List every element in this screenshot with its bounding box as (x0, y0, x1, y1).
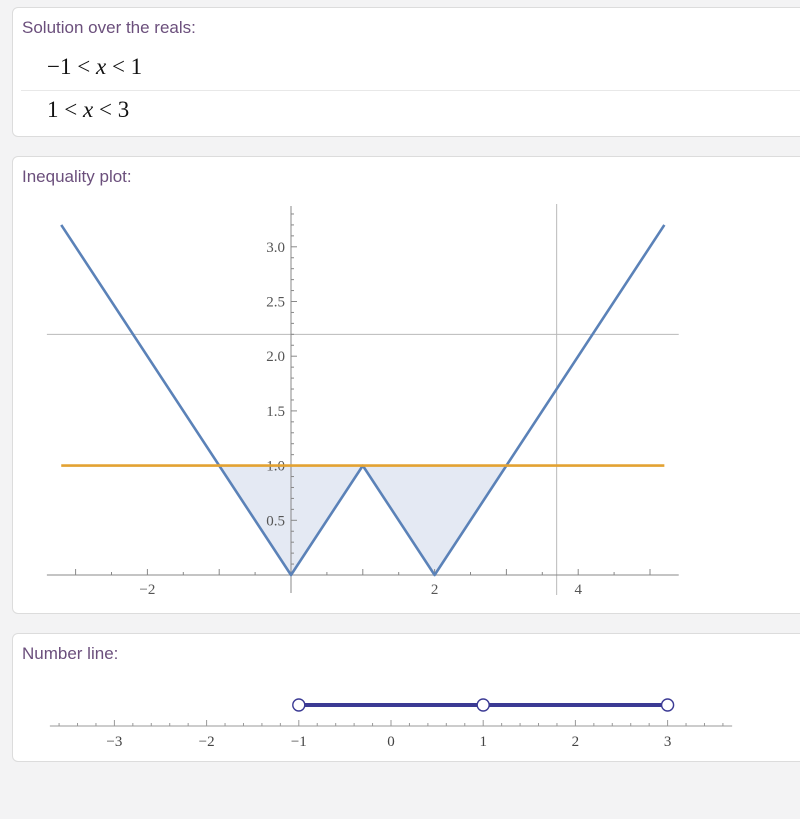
inequality-plot-pod: Inequality plot: −2 2 4 0.5 1.0 1.5 2.0 2.5 3.0 (12, 156, 800, 614)
solution-row-2-left: 1 (47, 97, 59, 122)
solution-row-1-lt2: < (111, 54, 125, 79)
number-line-tick-label: −1 (291, 734, 307, 750)
y-tick-label: 0.5 (266, 513, 285, 529)
y-tick-label: 2.5 (266, 295, 285, 311)
number-line-pod: Number line: −3 −2 −1 0 1 2 3 (12, 633, 800, 762)
solution-row-2-lt2: < (98, 97, 112, 122)
solution-row-1-var: x (95, 54, 107, 79)
inequality-plot-title: Inequality plot: (22, 167, 132, 186)
y-tick-label: 2.0 (266, 349, 285, 365)
shaded-region-2 (362, 465, 507, 575)
solution-row-2-right: 3 (117, 97, 130, 122)
open-endpoint (476, 698, 490, 712)
solution-row-2-lt1: < (64, 97, 78, 122)
x-tick-label: 2 (431, 582, 439, 598)
solution-pod: Solution over the reals: −1 < x < 1 1 < … (12, 7, 800, 137)
solution-row-1-lt1: < (77, 54, 91, 79)
solution-title: Solution over the reals: (22, 18, 196, 37)
number-line-tick-label: −2 (199, 734, 215, 750)
solution-row-1-left: −1 (47, 54, 72, 79)
open-endpoint (660, 698, 675, 712)
number-line-tick-label: 3 (664, 734, 672, 750)
number-line-chart: −3 −2 −1 0 1 2 3 (49, 698, 733, 750)
number-line-tick-label: −3 (106, 734, 122, 750)
y-tick-label: 3.0 (266, 240, 285, 256)
abs-function-line (60, 224, 666, 577)
number-line-tick-label: 0 (387, 734, 395, 750)
solution-row-2-var: x (82, 97, 94, 122)
x-tick-label: −2 (139, 582, 155, 598)
number-line-title: Number line: (22, 644, 119, 663)
solution-row-1: −1 < x < 1 (47, 54, 142, 80)
solution-row-separator (21, 90, 800, 91)
solution-row-1-right: 1 (130, 54, 143, 79)
open-endpoint (292, 698, 306, 712)
number-line-tick-label: 2 (572, 734, 580, 750)
solution-row-2: 1 < x < 3 (47, 97, 129, 123)
number-line-tick-label: 1 (479, 734, 487, 750)
x-tick-label: 4 (574, 582, 582, 598)
y-tick-label: 1.5 (266, 404, 285, 420)
inequality-plot-chart: −2 2 40.51.01.52.02.53.0 (46, 203, 679, 598)
